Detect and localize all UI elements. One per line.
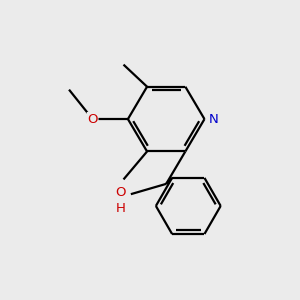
Text: N: N	[209, 112, 219, 126]
Text: O: O	[87, 112, 98, 126]
Text: H: H	[116, 202, 126, 215]
Text: O: O	[115, 186, 126, 199]
